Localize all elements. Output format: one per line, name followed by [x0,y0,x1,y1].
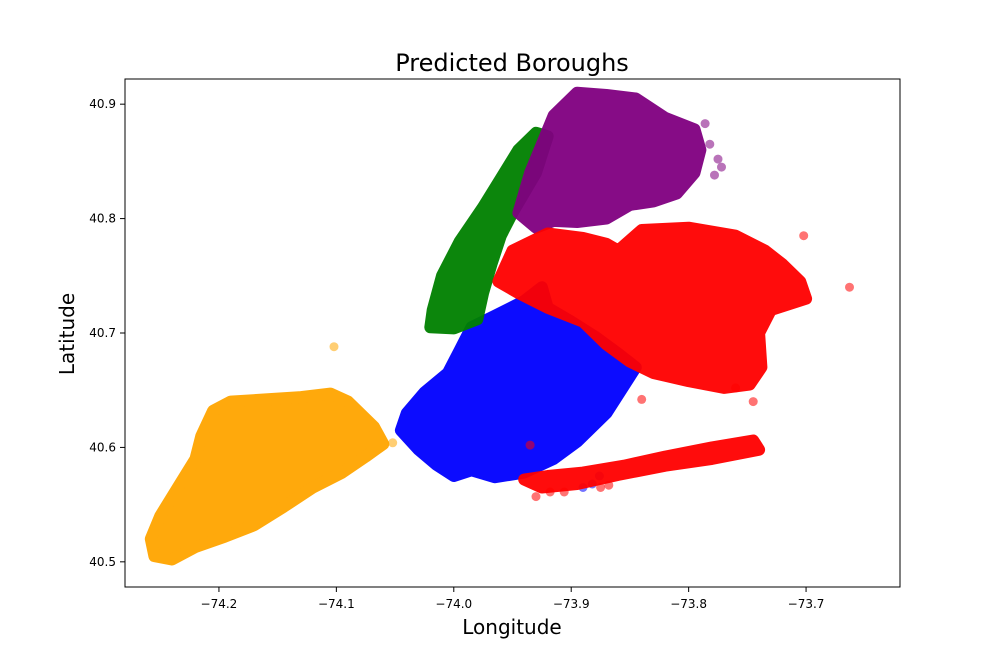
y-tick-label: 40.7 [89,326,116,340]
scatter-point-4-7 [596,483,606,492]
scatter-point-3-3 [717,162,726,172]
scatter-point-3-2 [713,154,723,164]
x-axis-label: Longitude [462,615,561,639]
scatter-point-4-0 [845,282,854,292]
x-tick-label: −74.0 [435,597,472,611]
scatter-point-3-1 [705,139,715,149]
scatter-point-4-6 [604,480,614,490]
x-tick-label: −73.9 [553,597,590,611]
scatter-point-4-1 [799,231,809,241]
scatter-point-4-10 [748,397,758,407]
x-tick-label: −73.8 [670,597,707,611]
y-tick-label: 40.5 [89,555,116,569]
cluster-region-4-1 [518,434,766,494]
y-tick-label: 40.6 [89,440,116,454]
cluster-region-0-0 [144,387,390,566]
y-tick-label: 40.8 [89,212,116,226]
scatter-point-3-0 [700,119,710,129]
y-axis-label: Latitude [55,293,79,375]
y-tick-label: 40.9 [89,97,116,111]
x-tick-label: −74.2 [201,597,238,611]
scatter-point-3-4 [710,170,719,180]
chart-title: Predicted Boroughs [395,49,629,77]
cluster-region-4-0 [492,221,813,394]
scatter-point-4-3 [531,492,541,502]
cluster-region-3-0 [512,86,707,234]
scatter-point-4-4 [545,487,555,497]
scatter-point-0-1 [388,438,398,448]
x-tick-label: −73.7 [788,597,825,611]
scatter-point-4-8 [637,394,647,404]
scatter-point-4-9 [731,383,741,393]
x-axis: −74.2 −74.1 −74.0 −73.9 −73.8 −73.7 [201,587,825,611]
scatter-point-0-0 [329,342,339,352]
plot-area [144,86,854,566]
scatter-point-4-5 [559,487,569,497]
scatter-point-4-2 [525,440,535,450]
y-axis: 40.5 40.6 40.7 40.8 40.9 [89,97,125,569]
x-tick-label: −74.1 [318,597,355,611]
